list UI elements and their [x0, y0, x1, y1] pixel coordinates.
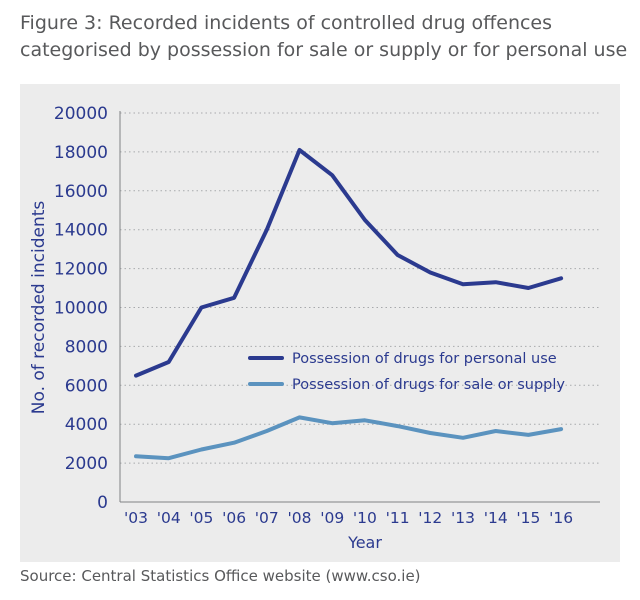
data-point-s0-13	[559, 276, 563, 280]
data-point-s1-0	[134, 454, 138, 458]
source-note: Source: Central Statistics Office websit…	[20, 567, 421, 585]
y-tick-label-20000: 20000	[54, 104, 108, 124]
data-point-s0-3	[232, 296, 236, 300]
y-tick-label-0: 0	[97, 493, 108, 513]
x-tick-label-6: '09	[320, 509, 344, 527]
x-tick-label-7: '10	[353, 509, 377, 527]
data-point-s0-8	[396, 253, 400, 257]
y-tick-label-16000: 16000	[54, 182, 108, 202]
figure-title-line-2: categorised by possession for sale or su…	[20, 39, 628, 61]
data-point-s0-12	[526, 286, 530, 290]
x-tick-label-13: '16	[549, 509, 573, 527]
y-tick-label-18000: 18000	[54, 143, 108, 163]
legend-label-0: Possession of drugs for personal use	[292, 351, 557, 367]
x-tick-label-8: '11	[386, 509, 410, 527]
y-tick-label-12000: 12000	[54, 260, 108, 280]
data-point-s0-4	[265, 228, 269, 232]
data-point-s0-0	[134, 374, 138, 378]
x-tick-label-0: '03	[124, 509, 148, 527]
data-point-s0-5	[298, 148, 302, 152]
y-tick-label-2000: 2000	[65, 454, 108, 474]
y-tick-label-14000: 14000	[54, 221, 108, 241]
x-tick-label-12: '15	[516, 509, 540, 527]
data-point-s1-7	[363, 418, 367, 422]
data-point-s0-10	[461, 282, 465, 286]
data-point-s1-2	[199, 447, 203, 451]
data-point-s1-6	[330, 421, 334, 425]
data-point-s1-1	[167, 456, 171, 460]
data-point-s0-11	[494, 280, 498, 284]
y-tick-label-10000: 10000	[54, 299, 108, 319]
data-point-s1-4	[265, 429, 269, 433]
data-point-s0-6	[330, 173, 334, 177]
x-tick-label-9: '12	[418, 509, 442, 527]
x-tick-label-2: '05	[189, 509, 213, 527]
x-axis-title: Year	[347, 533, 382, 552]
chart-panel: 0 2000 4000 6000 8000 10000 12000 14000 16000 180…	[20, 84, 620, 562]
data-point-s1-5	[298, 415, 302, 419]
y-tick-label-4000: 4000	[65, 415, 108, 435]
x-tick-label-10: '13	[451, 509, 475, 527]
data-point-s1-9	[428, 431, 432, 435]
series-line-0	[134, 148, 564, 378]
series-line-1	[134, 415, 564, 461]
x-tick-label-4: '07	[255, 509, 279, 527]
x-tick-label-11: '14	[484, 509, 508, 527]
data-point-s1-8	[396, 424, 400, 428]
legend-label-1: Possession of drugs for sale or supply	[292, 377, 565, 393]
y-axis-title: No. of recorded incidents	[29, 201, 49, 415]
y-tick-label-6000: 6000	[65, 376, 108, 396]
x-tick-label-5: '08	[288, 509, 312, 527]
data-point-s1-12	[526, 433, 530, 437]
x-tick-label-1: '04	[157, 509, 181, 527]
data-point-s0-2	[199, 306, 203, 310]
data-point-s1-13	[559, 427, 563, 431]
line-chart: 0 2000 4000 6000 8000 10000 12000 14000 16000 180…	[29, 104, 600, 552]
y-tick-label-8000: 8000	[65, 337, 108, 357]
data-point-s0-1	[167, 360, 171, 364]
data-point-s1-10	[461, 436, 465, 440]
x-tick-label-3: '06	[222, 509, 246, 527]
data-point-s0-7	[363, 218, 367, 222]
data-point-s1-11	[494, 429, 498, 433]
figure-title: Figure 3: Recorded incidents of controll…	[20, 10, 630, 64]
figure-title-line-1: Figure 3: Recorded incidents of controll…	[20, 12, 553, 34]
data-point-s0-9	[428, 270, 432, 274]
data-point-s1-3	[232, 441, 236, 445]
